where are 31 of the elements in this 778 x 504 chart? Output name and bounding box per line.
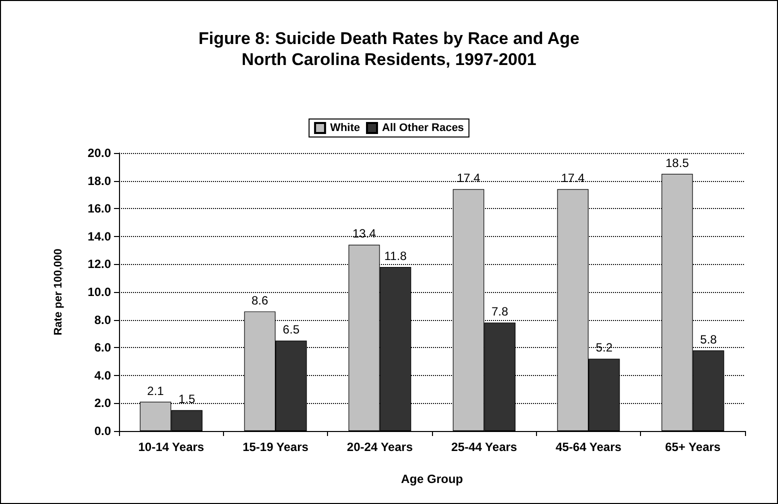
y-tick-label: 16.0 xyxy=(88,202,112,216)
x-tick-label: 25-44 Years xyxy=(451,440,518,454)
chart-title: Figure 8: Suicide Death Rates by Race and Age North Carolina Residents, 1997-2001 xyxy=(198,29,580,69)
data-label: 18.5 xyxy=(666,156,690,170)
y-tick-label: 8.0 xyxy=(94,312,112,327)
data-label: 5.2 xyxy=(596,340,613,355)
data-label: 6.5 xyxy=(282,322,300,337)
y-tick-label: 0.0 xyxy=(94,424,112,438)
x-tick-label: 20-24 Years xyxy=(346,440,414,454)
data-label: 8.6 xyxy=(252,293,269,308)
y-tick-label: 12.0 xyxy=(88,257,112,272)
data-label: 7.8 xyxy=(491,304,508,319)
x-tick-label: 45-64 Years xyxy=(556,440,622,454)
y-tick-label: 14.0 xyxy=(88,229,112,244)
y-tick-label: 18.0 xyxy=(88,174,112,188)
data-label: 2.1 xyxy=(147,384,164,398)
data-label: 1.5 xyxy=(178,392,196,406)
y-tick-label: 2.0 xyxy=(94,396,112,410)
legend-label: All Other Races xyxy=(382,122,464,134)
legend-label: White xyxy=(330,122,360,134)
y-tick-label: 6.0 xyxy=(94,340,112,355)
y-tick-label: 10.0 xyxy=(88,285,112,299)
y-axis-title: Rate per 100,000 xyxy=(52,248,64,336)
x-tick-label: 10-14 Years xyxy=(138,440,204,454)
x-axis-title: Age Group xyxy=(401,472,463,486)
x-tick-label: 65+ Years xyxy=(665,440,721,454)
data-label: 11.8 xyxy=(384,248,408,263)
y-tick-label: 20.0 xyxy=(88,146,112,160)
y-tick-label: 4.0 xyxy=(94,368,112,382)
data-label: 5.8 xyxy=(700,332,718,346)
x-tick-label: 15-19 Years xyxy=(242,440,309,454)
